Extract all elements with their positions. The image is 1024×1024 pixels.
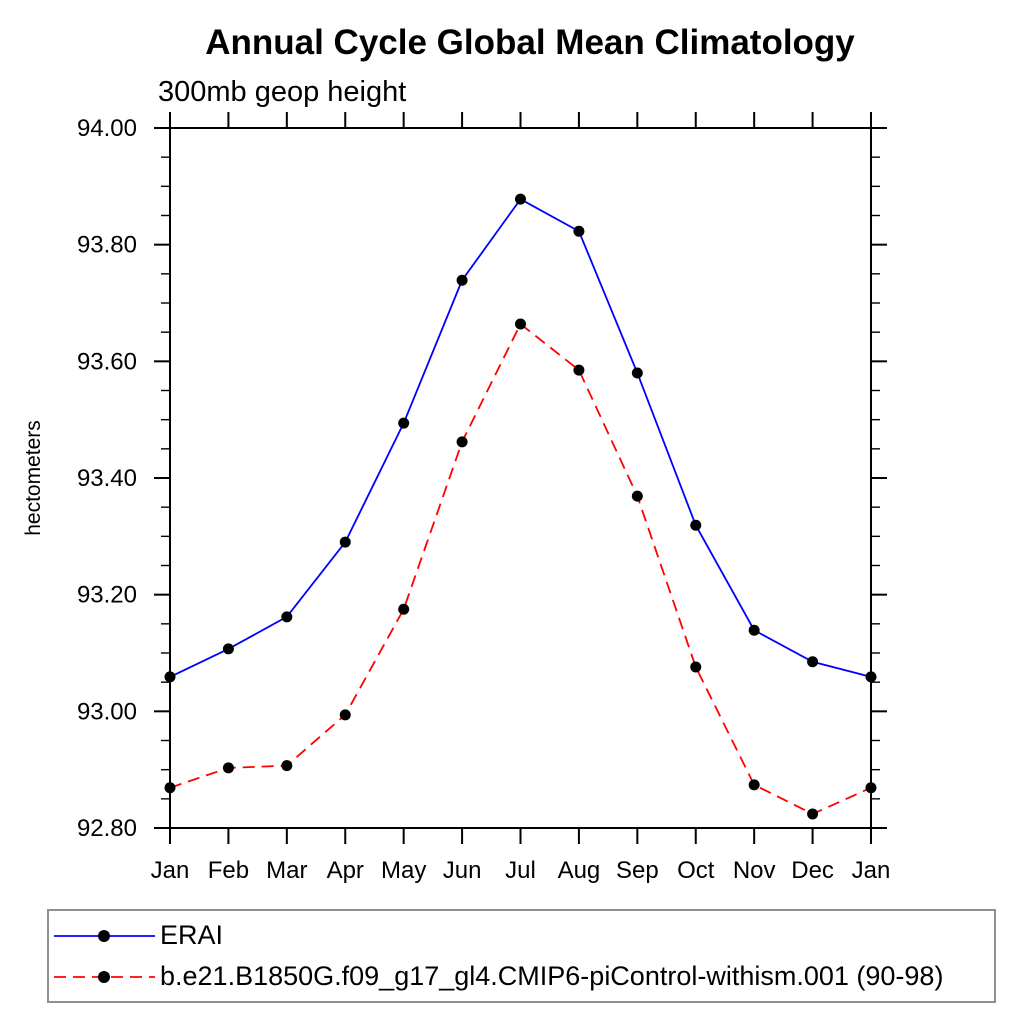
data-point-marker — [807, 808, 819, 820]
legend-line-sample-erai — [54, 929, 155, 942]
legend-label-model: b.e21.B1850G.f09_g17_gl4.CMIP6-piControl… — [160, 961, 944, 991]
data-point-marker — [398, 417, 410, 429]
x-tick-label: May — [381, 857, 426, 884]
y-tick-label: 93.80 — [77, 232, 137, 259]
x-tick-label: Dec — [791, 857, 834, 884]
y-tick-label: 93.20 — [77, 582, 137, 609]
data-point-marker — [807, 656, 819, 668]
data-point-marker — [690, 519, 702, 531]
data-point-marker — [865, 671, 877, 683]
data-point-marker — [748, 779, 760, 791]
y-tick-label: 93.00 — [77, 698, 137, 725]
data-point-marker — [456, 436, 468, 448]
data-point-marker — [631, 367, 643, 379]
chart-title: Annual Cycle Global Mean Climatology — [205, 23, 855, 62]
data-point-marker — [631, 490, 643, 502]
x-tick-label: Jan — [151, 857, 190, 884]
data-point-marker — [281, 611, 293, 623]
y-tick-label: 92.80 — [77, 815, 137, 842]
y-tick-label: 93.40 — [77, 465, 137, 492]
data-point-marker — [456, 274, 468, 286]
x-tick-label: Feb — [208, 857, 249, 884]
data-point-marker — [573, 225, 585, 237]
plot-frame — [169, 127, 872, 829]
data-point-marker — [690, 661, 702, 673]
x-tick-label: Oct — [677, 857, 715, 884]
data-point-marker — [865, 782, 877, 794]
data-point-marker — [164, 671, 176, 683]
legend-item-model: b.e21.B1850G.f09_g17_gl4.CMIP6-piControl… — [49, 956, 994, 997]
x-tick-label: Aug — [558, 857, 601, 884]
y-axis-title: hectometers — [22, 420, 45, 536]
data-point-marker — [573, 364, 585, 376]
x-tick-label: Jul — [505, 857, 536, 884]
data-point-marker — [748, 624, 760, 636]
data-point-marker — [339, 709, 351, 721]
y-tick-label: 94.00 — [77, 115, 137, 142]
y-tick-label: 93.60 — [77, 348, 137, 375]
data-point-marker — [398, 603, 410, 615]
x-tick-label: Jan — [852, 857, 891, 884]
series-line-0 — [169, 197, 872, 678]
x-tick-label: Mar — [266, 857, 307, 884]
data-point-marker — [281, 760, 293, 772]
x-tick-label: Nov — [733, 857, 776, 884]
data-point-marker — [222, 643, 234, 655]
data-point-marker — [515, 193, 526, 205]
series-line-1 — [169, 322, 872, 815]
data-point-marker — [164, 782, 176, 794]
x-tick-label: Sep — [616, 857, 659, 884]
data-point-marker — [515, 318, 526, 330]
legend-sample-marker — [98, 970, 110, 983]
legend: ERAI b.e21.B1850G.f09_g17_gl4.CMIP6-piCo… — [47, 909, 996, 1003]
data-point-marker — [339, 536, 351, 548]
x-tick-label: Apr — [327, 857, 364, 884]
data-point-marker — [222, 762, 234, 774]
legend-item-erai: ERAI — [49, 915, 994, 956]
legend-sample-marker — [98, 929, 110, 942]
legend-label-erai: ERAI — [160, 920, 224, 950]
x-tick-label: Jun — [443, 857, 482, 884]
legend-line-sample-model — [54, 970, 155, 983]
chart-subtitle: 300mb geop height — [158, 76, 407, 108]
